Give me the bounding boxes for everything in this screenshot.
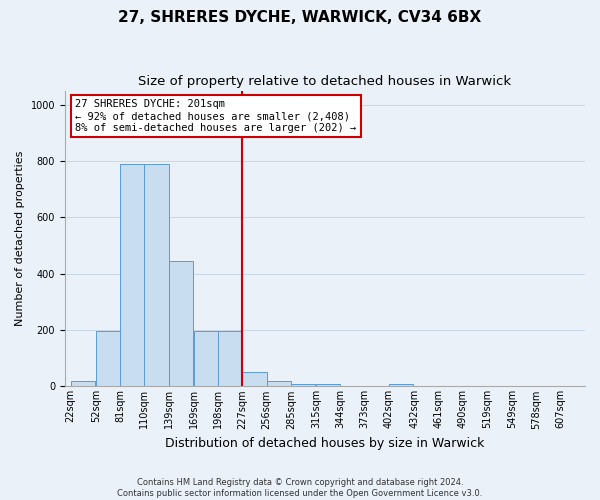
Bar — [316, 384, 340, 386]
Bar — [267, 381, 291, 386]
Text: 27, SHRERES DYCHE, WARWICK, CV34 6BX: 27, SHRERES DYCHE, WARWICK, CV34 6BX — [118, 10, 482, 25]
Bar — [120, 164, 144, 386]
Text: Contains HM Land Registry data © Crown copyright and database right 2024.
Contai: Contains HM Land Registry data © Crown c… — [118, 478, 482, 498]
Y-axis label: Number of detached properties: Number of detached properties — [15, 151, 25, 326]
Bar — [389, 384, 413, 386]
Title: Size of property relative to detached houses in Warwick: Size of property relative to detached ho… — [139, 75, 511, 88]
Bar — [169, 261, 193, 386]
X-axis label: Distribution of detached houses by size in Warwick: Distribution of detached houses by size … — [165, 437, 485, 450]
Bar — [96, 332, 120, 386]
Bar — [71, 381, 95, 386]
Bar — [145, 164, 169, 386]
Bar — [291, 384, 315, 386]
Text: 27 SHRERES DYCHE: 201sqm
← 92% of detached houses are smaller (2,408)
8% of semi: 27 SHRERES DYCHE: 201sqm ← 92% of detach… — [75, 100, 356, 132]
Bar — [194, 332, 218, 386]
Bar — [218, 332, 242, 386]
Bar — [242, 372, 266, 386]
